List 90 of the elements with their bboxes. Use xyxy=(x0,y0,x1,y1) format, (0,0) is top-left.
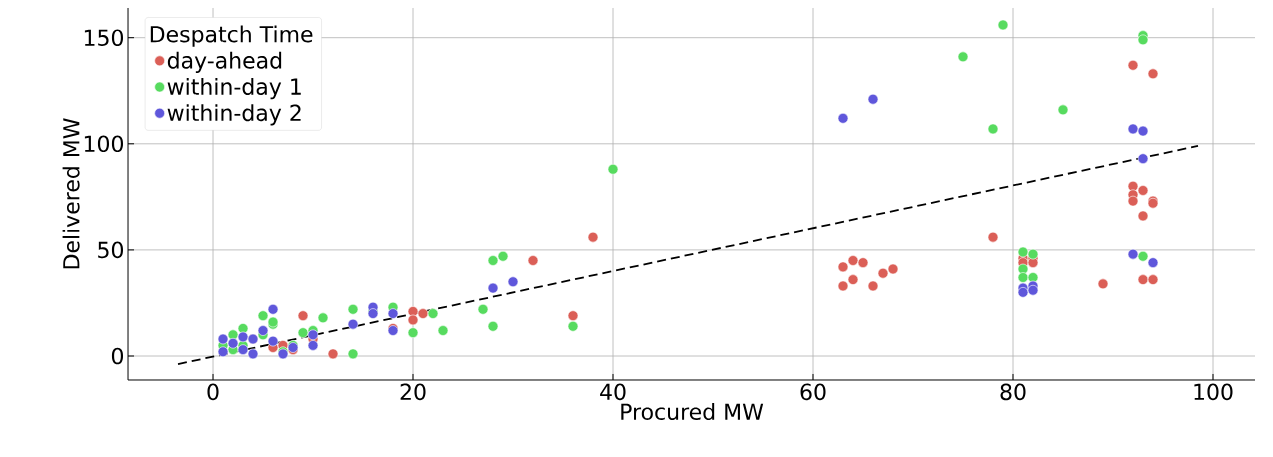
point xyxy=(297,327,309,338)
point xyxy=(1137,153,1149,164)
point xyxy=(257,310,269,321)
legend-label: within-day 1 xyxy=(167,77,301,100)
point xyxy=(407,306,419,317)
point xyxy=(407,327,419,338)
point xyxy=(1057,104,1069,116)
point xyxy=(267,335,279,347)
point xyxy=(837,113,849,124)
point xyxy=(587,231,599,243)
point xyxy=(217,346,229,358)
point xyxy=(867,280,879,292)
point xyxy=(247,348,259,360)
point xyxy=(297,310,309,321)
x-tick-label: 60 xyxy=(800,383,826,401)
point xyxy=(267,304,279,315)
point xyxy=(487,282,499,294)
point xyxy=(387,308,399,319)
point xyxy=(417,308,429,319)
point xyxy=(1127,123,1139,135)
y-axis-title: Delivered MW xyxy=(62,118,80,269)
x-tick-label: 80 xyxy=(1000,383,1026,401)
point xyxy=(477,304,489,315)
point xyxy=(867,93,879,105)
point xyxy=(877,267,889,279)
point xyxy=(347,318,359,330)
point xyxy=(1147,68,1159,80)
point xyxy=(437,325,449,336)
point xyxy=(307,340,319,351)
point xyxy=(997,19,1009,31)
point xyxy=(1127,59,1139,71)
point xyxy=(1137,250,1149,262)
point xyxy=(257,325,269,336)
point xyxy=(317,312,329,324)
point xyxy=(237,331,249,343)
point xyxy=(227,337,239,349)
point xyxy=(1097,278,1109,290)
point xyxy=(1137,125,1149,137)
point xyxy=(1147,257,1159,268)
point xyxy=(1017,272,1029,283)
legend-label: day-ahead xyxy=(167,51,282,73)
point xyxy=(887,263,899,275)
point xyxy=(307,329,319,341)
point xyxy=(427,308,439,319)
point xyxy=(237,344,249,355)
point xyxy=(987,123,999,135)
point xyxy=(607,163,619,175)
point xyxy=(487,321,499,332)
y-tick-label: 150 xyxy=(84,29,124,47)
point xyxy=(1027,272,1039,283)
legend-label: within-day 2 xyxy=(167,104,301,126)
x-tick-label: 20 xyxy=(400,383,426,401)
point xyxy=(487,255,499,266)
point xyxy=(1137,185,1149,196)
point xyxy=(1147,274,1159,285)
x-axis-title: Procured MW xyxy=(621,403,764,421)
y-tick-label: 0 xyxy=(111,347,124,365)
point xyxy=(857,257,869,268)
y-tick-label: 50 xyxy=(98,241,124,259)
point xyxy=(567,310,579,321)
point xyxy=(847,274,859,285)
point xyxy=(347,304,359,315)
point xyxy=(1137,34,1149,46)
point xyxy=(1027,248,1039,260)
point xyxy=(987,231,999,243)
point xyxy=(837,261,849,273)
point xyxy=(347,348,359,360)
point xyxy=(1127,195,1139,207)
x-tick-label: 40 xyxy=(600,383,626,401)
point xyxy=(1137,210,1149,222)
point xyxy=(837,280,849,292)
point xyxy=(527,255,539,266)
x-tick-label: 100 xyxy=(1194,383,1233,401)
point xyxy=(237,323,249,334)
legend-title: Despatch Time xyxy=(150,25,313,47)
point xyxy=(1137,274,1149,285)
point xyxy=(327,348,339,360)
point xyxy=(1017,246,1029,258)
x-tick-label: 0 xyxy=(207,383,219,401)
point xyxy=(497,250,509,262)
point xyxy=(217,333,229,345)
point xyxy=(1017,287,1029,298)
point xyxy=(507,276,519,288)
point xyxy=(567,321,579,332)
point xyxy=(407,314,419,326)
point xyxy=(1127,248,1139,260)
point xyxy=(1027,284,1039,296)
point xyxy=(847,255,859,266)
point xyxy=(957,51,969,63)
y-tick-label: 100 xyxy=(84,135,124,153)
